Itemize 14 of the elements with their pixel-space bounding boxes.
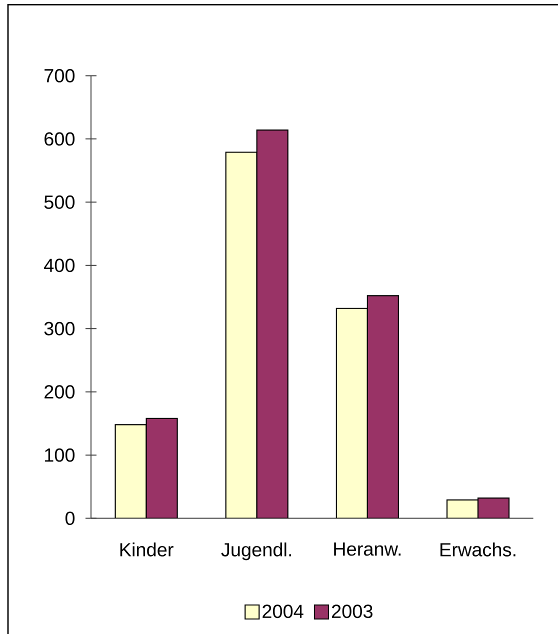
y-tick-label: 200	[44, 385, 75, 399]
legend-label: 2004	[262, 604, 304, 618]
legend-label: 2003	[332, 604, 372, 618]
x-tick-label: Erwachs.	[440, 542, 516, 556]
y-tick-label: 300	[44, 322, 75, 336]
x-tick-label: Jugendl.	[221, 542, 292, 560]
y-tick-label: 700	[44, 68, 75, 82]
y-tick-label: 400	[44, 258, 75, 272]
y-tick-label: 600	[44, 132, 75, 146]
y-tick-label: 100	[45, 448, 75, 462]
x-tick-label: Kinder	[120, 542, 174, 556]
y-tick-label: 0	[65, 512, 75, 526]
x-tick-label: Heranw.	[334, 542, 401, 556]
y-tick-label: 500	[44, 195, 75, 209]
